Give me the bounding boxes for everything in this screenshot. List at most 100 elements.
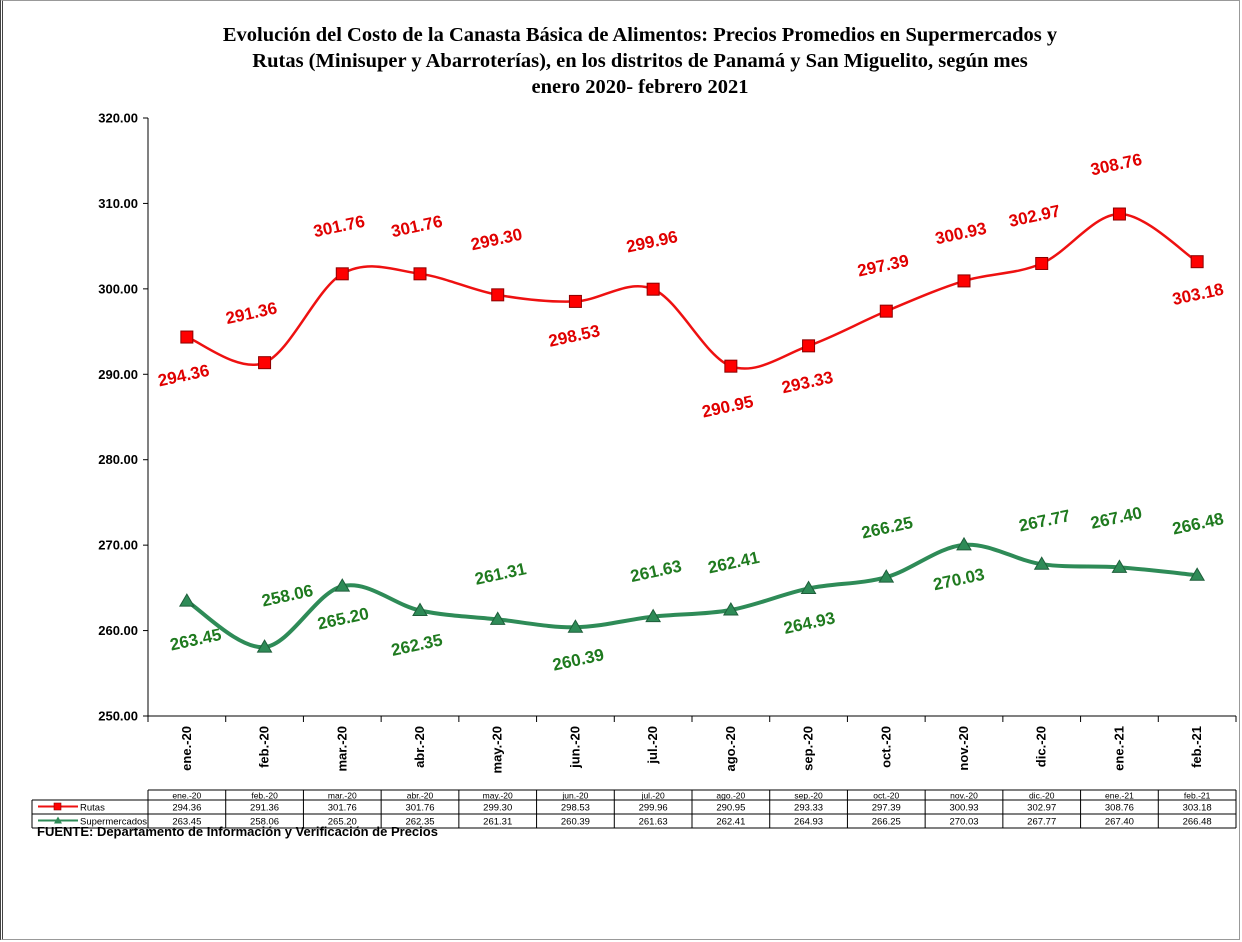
data-label: 303.18 — [1171, 280, 1226, 310]
table-header-cell: feb.-20 — [251, 791, 278, 801]
data-label: 300.93 — [933, 219, 988, 249]
y-tick-label: 280.00 — [98, 452, 138, 467]
x-tick-label: ene.-20 — [179, 726, 194, 771]
table-value-cell: 294.36 — [172, 803, 201, 814]
x-tick-label: abr.-20 — [412, 726, 427, 768]
legend-series-name: Rutas — [80, 803, 105, 814]
x-tick-label: ene.-21 — [1111, 726, 1126, 771]
data-point-rutas — [802, 339, 816, 353]
y-tick-label: 320.00 — [98, 111, 138, 126]
data-label: 261.63 — [629, 557, 684, 587]
data-label: 258.06 — [260, 581, 315, 611]
y-tick-label: 300.00 — [98, 281, 138, 296]
title-line-3: enero 2020- febrero 2021 — [531, 76, 749, 98]
data-label: 266.25 — [860, 513, 915, 543]
data-point-supermercados — [645, 608, 662, 623]
data-label: 294.36 — [156, 361, 211, 391]
data-label: 298.53 — [547, 321, 602, 351]
table-value-cell: 298.53 — [561, 803, 590, 814]
data-point-rutas — [646, 282, 660, 296]
table-value-cell: 262.41 — [716, 817, 745, 828]
table-header-cell: jun.-20 — [561, 791, 588, 801]
table-value-cell: 300.93 — [949, 803, 978, 814]
table-value-cell: 266.48 — [1183, 817, 1212, 828]
x-tick-label: may.-20 — [490, 726, 505, 773]
data-label: 270.03 — [931, 565, 986, 595]
table-value-cell: 290.95 — [716, 803, 745, 814]
data-label: 261.31 — [473, 559, 528, 589]
table-value-cell: 263.45 — [172, 817, 201, 828]
data-label: 302.97 — [1007, 201, 1062, 231]
x-tick-label: jun.-20 — [567, 726, 582, 769]
x-tick-label: sep.-20 — [801, 726, 816, 771]
data-label: 264.93 — [782, 608, 837, 638]
data-label: 301.76 — [312, 212, 367, 242]
table-value-cell: 267.77 — [1027, 817, 1056, 828]
x-tick-label: oct.-20 — [878, 726, 893, 768]
data-label: 263.45 — [168, 625, 223, 655]
table-value-cell: 301.76 — [405, 803, 434, 814]
table-header-cell: ene.-21 — [1105, 791, 1134, 801]
table-value-cell: 302.97 — [1027, 803, 1056, 814]
table-value-cell: 291.36 — [250, 803, 279, 814]
table-value-cell: 262.35 — [405, 817, 434, 828]
data-point-rutas — [1190, 255, 1204, 269]
data-point-supermercados — [722, 601, 739, 616]
x-tick-label: nov.-20 — [956, 726, 971, 771]
chart-title: Evolución del Costo de la Canasta Básica… — [150, 22, 1130, 100]
y-tick-label: 270.00 — [98, 538, 138, 553]
data-point-rutas — [724, 359, 738, 373]
table-value-cell: 299.30 — [483, 803, 512, 814]
series-line-supermercados — [185, 542, 1198, 650]
data-point-rutas — [180, 330, 194, 344]
data-point-supermercados — [956, 536, 972, 551]
data-point-rutas — [335, 267, 349, 281]
x-tick-label: dic.-20 — [1034, 726, 1049, 767]
data-point-supermercados — [878, 569, 895, 583]
data-point-supermercados — [800, 580, 817, 594]
table-header-cell: abr.-20 — [407, 791, 434, 801]
data-point-supermercados — [412, 602, 428, 616]
table-header-cell: oct.-20 — [873, 791, 899, 801]
data-label: 262.35 — [389, 630, 444, 660]
x-tick-label: jul.-20 — [645, 726, 660, 765]
data-label: 299.96 — [625, 227, 680, 257]
table-value-cell: 297.39 — [872, 803, 901, 814]
table-header-cell: may.-20 — [483, 791, 513, 801]
y-tick-label: 310.00 — [98, 196, 138, 211]
table-header-cell: mar.-20 — [328, 791, 357, 801]
table-value-cell: 258.06 — [250, 817, 279, 828]
table-header-cell: ene.-20 — [172, 791, 201, 801]
data-point-rutas — [413, 267, 427, 281]
table-value-cell: 299.96 — [639, 803, 668, 814]
data-label: 290.95 — [700, 392, 755, 422]
table-value-cell: 266.25 — [872, 817, 901, 828]
data-point-supermercados — [178, 593, 195, 607]
data-point-supermercados — [489, 611, 506, 625]
x-tick-label: ago.-20 — [723, 726, 738, 772]
data-point-supermercados — [1033, 556, 1050, 570]
table-header-cell: feb.-21 — [1184, 791, 1211, 801]
legend-key-marker — [53, 802, 62, 811]
data-label: 266.48 — [1171, 509, 1226, 539]
x-tick-label: feb.-21 — [1189, 726, 1204, 768]
title-line-2: Rutas (Minisuper y Abarroterías), en los… — [252, 50, 1028, 72]
data-label: 293.33 — [780, 368, 835, 398]
source-note: FUENTE: Departamento de Información y Ve… — [37, 824, 438, 839]
table-header-cell: sep.-20 — [794, 791, 823, 801]
data-label: 267.77 — [1017, 506, 1072, 536]
data-label: 301.76 — [389, 212, 444, 242]
data-point-rutas — [1112, 207, 1126, 221]
series-line-rutas — [186, 212, 1198, 370]
data-label: 291.36 — [224, 299, 279, 329]
data-label: 262.41 — [706, 548, 761, 578]
table-header-cell: dic.-20 — [1029, 791, 1055, 801]
table-value-cell: 267.40 — [1105, 817, 1134, 828]
data-label: 297.39 — [856, 251, 911, 281]
x-tick-label: feb.-20 — [257, 726, 272, 768]
table-value-cell: 301.76 — [328, 803, 357, 814]
legend-key-marker — [54, 816, 62, 824]
data-label: 267.40 — [1089, 503, 1144, 533]
table-value-cell: 261.31 — [483, 817, 512, 828]
